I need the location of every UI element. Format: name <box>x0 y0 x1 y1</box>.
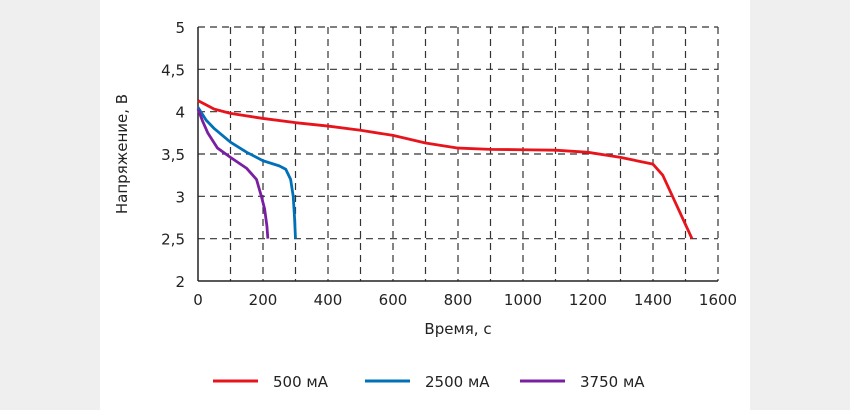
series-line <box>196 108 270 239</box>
x-tick-label: 400 <box>314 291 343 309</box>
series-line <box>197 99 694 240</box>
y-axis-label: Напряжение, В <box>113 94 131 214</box>
x-tick-label: 1400 <box>634 291 672 309</box>
x-tick-label: 600 <box>379 291 408 309</box>
y-tick-label: 4 <box>175 104 185 122</box>
x-tick-label: 0 <box>193 291 203 309</box>
y-tick-label: 3 <box>175 188 185 206</box>
y-tick-label: 4,5 <box>161 61 185 79</box>
legend-label: 2500 мА <box>425 373 490 391</box>
y-tick-label: 3,5 <box>161 146 185 164</box>
legend-label: 500 мА <box>273 373 329 391</box>
x-tick-label: 1200 <box>569 291 607 309</box>
x-tick-label: 800 <box>444 291 473 309</box>
legend-label: 3750 мА <box>580 373 645 391</box>
x-tick-label: 1600 <box>699 291 737 309</box>
x-axis-label: Время, с <box>424 320 491 338</box>
x-tick-label: 200 <box>249 291 278 309</box>
y-tick-label: 5 <box>175 19 185 37</box>
x-tick-label: 1000 <box>504 291 542 309</box>
y-tick-label: 2 <box>175 273 185 291</box>
y-tick-label: 2,5 <box>161 231 185 249</box>
series-line <box>196 106 297 239</box>
